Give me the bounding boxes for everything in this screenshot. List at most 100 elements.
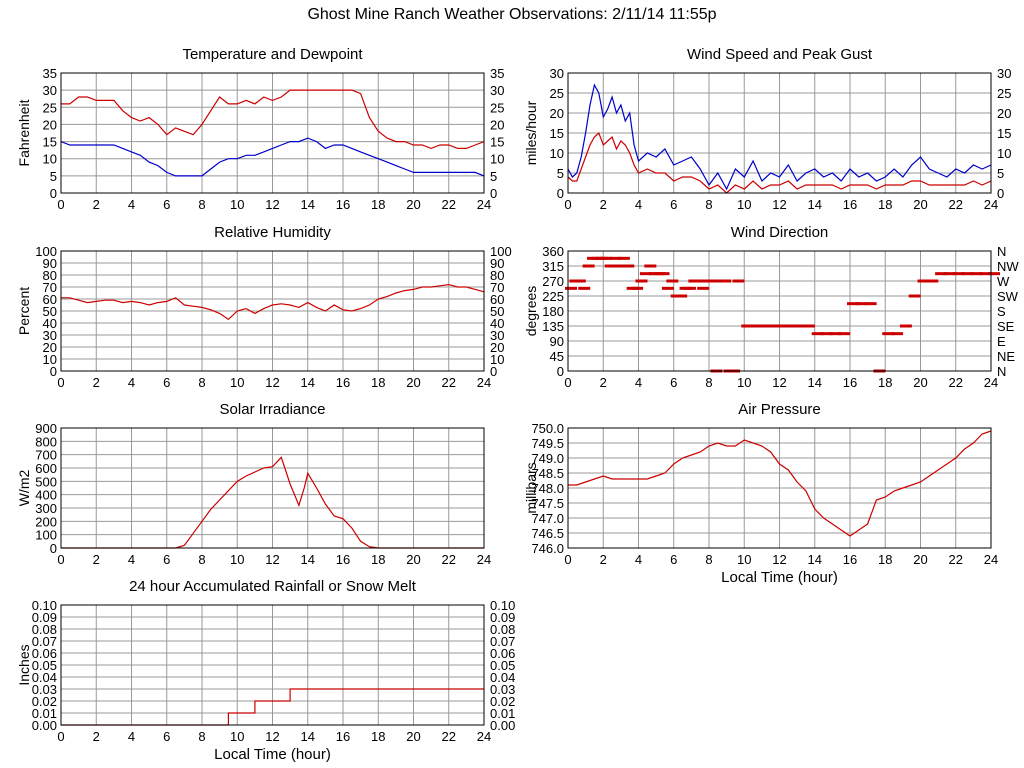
y-tick-label: 225 xyxy=(542,289,564,304)
x-tick-label: 18 xyxy=(878,552,892,567)
chart-title: Solar Irradiance xyxy=(220,401,326,418)
x-tick-label: 6 xyxy=(670,552,677,567)
right-tick-label: 0.08 xyxy=(490,622,515,637)
x-tick-label: 8 xyxy=(705,375,712,390)
y-tick-label: 10 xyxy=(43,152,57,167)
y-tick-label: 746.5 xyxy=(531,526,564,541)
x-tick-label: 18 xyxy=(878,197,892,212)
x-tick-label: 14 xyxy=(808,375,822,390)
y-tick-label: 0.06 xyxy=(32,646,57,661)
right-tick-label: 0.07 xyxy=(490,634,515,649)
data-point xyxy=(926,279,939,283)
y-axis-label: Inches xyxy=(16,644,32,685)
data-point xyxy=(794,324,807,328)
data-point xyxy=(639,272,652,276)
data-point xyxy=(719,279,732,283)
y-axis-label: W/m2 xyxy=(16,470,32,507)
x-tick-label: 22 xyxy=(949,197,963,212)
x-tick-label: 12 xyxy=(772,375,786,390)
temperature-chart: 0 2 4 6 8 10 12 14 16 18 20 22 240510152025303505101… xyxy=(16,46,504,212)
x-tick-label: 4 xyxy=(635,197,642,212)
y-tick-label: 747.0 xyxy=(531,511,564,526)
right-tick-label: 60 xyxy=(490,292,504,307)
data-point xyxy=(811,332,824,336)
right-tick-label: 0.01 xyxy=(490,706,515,721)
y-axis-label: Percent xyxy=(16,287,32,335)
x-tick-label: 20 xyxy=(406,197,420,212)
y-tick-label: 15 xyxy=(550,126,564,141)
x-tick-label: 4 xyxy=(128,197,135,212)
x-tick-label: 6 xyxy=(670,197,677,212)
right-tick-label: 0 xyxy=(490,364,497,379)
y-tick-label: 0.08 xyxy=(32,622,57,637)
series-line xyxy=(60,137,485,177)
x-tick-label: 12 xyxy=(265,375,279,390)
y-axis-label: Fahrenheit xyxy=(16,99,32,166)
data-point xyxy=(613,264,626,268)
x-tick-label: 20 xyxy=(406,729,420,744)
x-tick-label: 4 xyxy=(128,552,135,567)
data-point xyxy=(631,286,644,290)
data-point xyxy=(617,256,630,260)
y-tick-label: 900 xyxy=(35,421,57,436)
data-point xyxy=(692,279,705,283)
plot-frame xyxy=(567,72,992,194)
right-tick-label: SW xyxy=(997,289,1019,304)
x-tick-label: 18 xyxy=(371,729,385,744)
x-tick-label: 2 xyxy=(93,552,100,567)
right-tick-label: NW xyxy=(997,259,1019,274)
data-point xyxy=(582,264,595,268)
y-axis-label: millibars xyxy=(523,462,539,513)
right-tick-label: 25 xyxy=(997,86,1011,101)
data-point xyxy=(882,332,895,336)
right-tick-label: 100 xyxy=(490,244,512,259)
right-tick-label: 25 xyxy=(490,100,504,115)
x-tick-label: 18 xyxy=(371,197,385,212)
y-tick-label: 10 xyxy=(43,352,57,367)
series-line xyxy=(61,89,485,150)
x-tick-label: 18 xyxy=(878,375,892,390)
data-point xyxy=(565,286,577,290)
y-tick-label: 20 xyxy=(43,117,57,132)
y-tick-label: 748.5 xyxy=(531,466,564,481)
x-axis-label: Local Time (hour) xyxy=(214,746,331,763)
y-tick-label: 270 xyxy=(542,274,564,289)
right-tick-label: 0.00 xyxy=(490,718,515,733)
data-point xyxy=(847,302,859,306)
x-tick-label: 24 xyxy=(984,197,998,212)
y-tick-label: 600 xyxy=(35,461,57,476)
right-tick-label: 5 xyxy=(490,169,497,184)
plot-frame xyxy=(60,427,485,549)
x-tick-label: 8 xyxy=(198,375,205,390)
solar-chart: 0 2 4 6 8 10 12 14 16 18 20 22 240100200300400500600… xyxy=(16,401,491,567)
pressure-chart: 0 2 4 6 8 10 12 14 16 18 20 22 24746.0746.5747.0747.… xyxy=(523,401,998,586)
data-point xyxy=(683,286,696,290)
y-tick-label: 700 xyxy=(35,448,57,463)
x-tick-label: 4 xyxy=(128,729,135,744)
x-tick-label: 24 xyxy=(477,552,491,567)
right-tick-label: E xyxy=(997,334,1006,349)
x-tick-label: 24 xyxy=(477,197,491,212)
x-tick-label: 16 xyxy=(336,729,350,744)
data-point xyxy=(697,286,710,290)
right-tick-label: N xyxy=(997,244,1006,259)
x-tick-label: 4 xyxy=(128,375,135,390)
x-tick-label: 12 xyxy=(772,552,786,567)
data-point xyxy=(935,272,948,276)
y-tick-label: 315 xyxy=(542,259,564,274)
right-tick-label: 0 xyxy=(997,186,1004,201)
data-point xyxy=(767,324,780,328)
y-tick-label: 749.0 xyxy=(531,451,564,466)
data-point xyxy=(838,332,851,336)
chart-title: Air Pressure xyxy=(738,401,821,418)
y-tick-label: 750.0 xyxy=(531,421,564,436)
x-tick-label: 14 xyxy=(301,729,315,744)
y-axis-label: degrees xyxy=(523,286,539,337)
x-tick-label: 22 xyxy=(442,729,456,744)
y-tick-label: 100 xyxy=(35,244,57,259)
y-tick-label: 749.5 xyxy=(531,436,564,451)
right-tick-label: 0.05 xyxy=(490,658,515,673)
y-tick-label: 35 xyxy=(43,66,57,81)
data-point xyxy=(988,272,1000,276)
x-tick-label: 10 xyxy=(737,197,751,212)
